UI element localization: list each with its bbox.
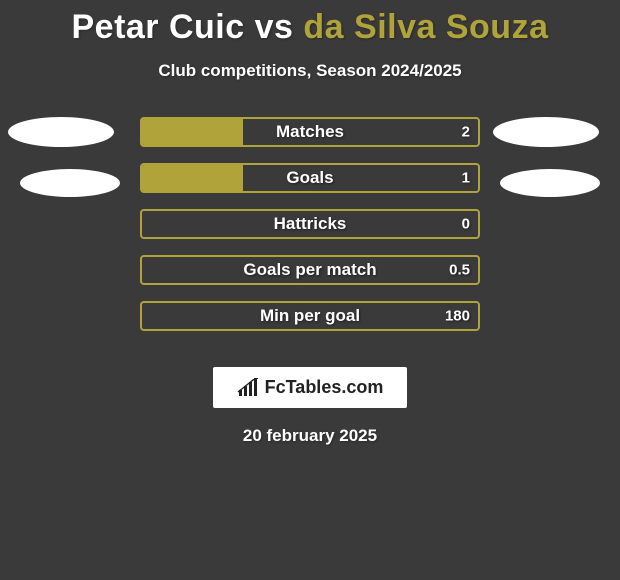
date-label: 20 february 2025 [0, 426, 620, 446]
logo-text: FcTables.com [265, 377, 384, 398]
vs-separator: vs [255, 8, 294, 46]
player1-name: Petar Cuic [71, 8, 244, 46]
comparison-card: Petar Cuic vs da Silva Souza Club compet… [0, 0, 620, 446]
stat-label: Hattricks [142, 214, 478, 234]
stat-bar-fill-left [142, 165, 243, 191]
avatar-placeholder [20, 169, 120, 197]
stat-label: Goals per match [142, 260, 478, 280]
stat-bar: Hattricks0 [140, 209, 480, 239]
stat-value-right: 2 [462, 124, 470, 141]
stats-chart: Matches2Goals1Hattricks0Goals per match0… [0, 111, 620, 361]
stat-bar: Min per goal180 [140, 301, 480, 331]
stat-bar: Matches2 [140, 117, 480, 147]
stat-value-right: 180 [445, 308, 470, 325]
stat-value-right: 0 [462, 216, 470, 233]
stat-value-right: 0.5 [449, 262, 470, 279]
stat-bar-fill-left [142, 119, 243, 145]
bar-chart-icon [237, 378, 259, 398]
stat-bar: Goals per match0.5 [140, 255, 480, 285]
avatar-placeholder [493, 117, 599, 147]
player2-name: da Silva Souza [303, 8, 548, 46]
stat-value-right: 1 [462, 170, 470, 187]
logo-badge: FcTables.com [213, 367, 408, 408]
avatar-placeholder [8, 117, 114, 147]
stat-label: Min per goal [142, 306, 478, 326]
subtitle: Club competitions, Season 2024/2025 [0, 61, 620, 81]
page-title: Petar Cuic vs da Silva Souza [0, 8, 620, 47]
stat-bar: Goals1 [140, 163, 480, 193]
logo-inner: FcTables.com [237, 377, 384, 398]
avatar-placeholder [500, 169, 600, 197]
